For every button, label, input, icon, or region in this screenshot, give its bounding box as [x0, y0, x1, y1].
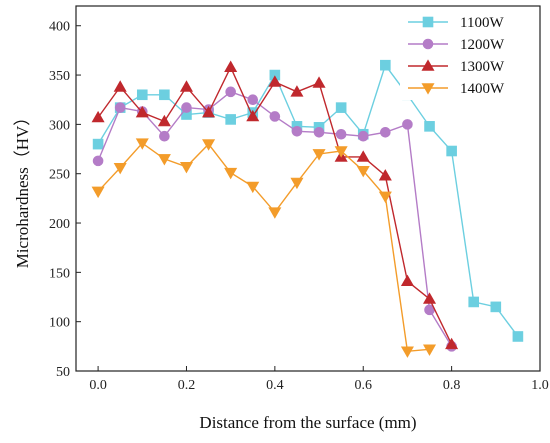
legend-item: 1300W — [408, 59, 505, 75]
series-1300w — [91, 60, 459, 350]
data-point — [114, 102, 126, 113]
legend-marker — [422, 16, 434, 28]
series-line — [97, 65, 453, 345]
data-point — [135, 105, 149, 118]
data-point — [91, 186, 105, 199]
x-tick-label: 1.0 — [531, 378, 549, 393]
data-point — [179, 80, 193, 92]
x-tick-label: 0.4 — [266, 378, 284, 393]
data-point — [224, 167, 238, 180]
legend-marker — [421, 59, 435, 71]
legend-item: 1400W — [408, 81, 505, 97]
data-point — [313, 126, 325, 138]
data-point — [268, 207, 282, 219]
data-point — [335, 102, 347, 113]
legend-label: 1200W — [460, 37, 505, 53]
data-point — [334, 146, 348, 158]
data-point — [402, 119, 413, 130]
data-point — [157, 114, 171, 127]
y-tick-label: 100 — [49, 316, 70, 331]
data-point — [446, 145, 457, 157]
data-point — [290, 85, 304, 97]
data-point — [424, 121, 435, 132]
data-point — [113, 162, 127, 175]
series-line — [97, 63, 519, 337]
data-point — [378, 191, 392, 203]
data-point — [468, 296, 480, 308]
x-tick-label: 0.8 — [443, 378, 461, 393]
data-point — [202, 139, 216, 151]
data-point — [423, 344, 437, 356]
data-point — [378, 169, 392, 181]
series-1400w — [91, 138, 437, 358]
x-axis-title: Distance from the surface (mm) — [199, 413, 416, 432]
data-point — [400, 274, 414, 287]
legend-item: 1200W — [408, 37, 505, 53]
data-point — [225, 86, 236, 98]
legend: 1100W 1200W 1300W 1400W — [400, 10, 536, 100]
data-point — [113, 80, 127, 92]
data-point — [247, 94, 259, 106]
data-point — [512, 331, 524, 342]
data-point — [445, 337, 459, 350]
x-tick-label: 0.2 — [178, 378, 196, 393]
data-point — [423, 292, 437, 304]
x-tick-label: 0.6 — [354, 378, 372, 393]
legend-label: 1100W — [460, 15, 504, 31]
y-tick-label: 300 — [49, 118, 70, 133]
plot-frame — [75, 5, 541, 372]
data-point — [400, 346, 414, 358]
data-point — [157, 154, 171, 166]
y-tick-label: 150 — [49, 266, 70, 281]
data-point — [92, 138, 104, 150]
data-point — [269, 111, 281, 122]
data-point — [179, 161, 193, 174]
data-point — [181, 102, 192, 113]
data-point — [246, 181, 260, 194]
series-1100w — [92, 59, 524, 342]
data-point — [357, 130, 369, 142]
y-tick-label: 200 — [49, 217, 70, 232]
data-point — [159, 130, 170, 142]
data-point — [380, 59, 391, 71]
data-point — [291, 125, 303, 137]
data-point — [246, 109, 260, 122]
y-tick-label: 350 — [49, 69, 70, 84]
series-layer — [91, 59, 524, 358]
data-point — [136, 89, 148, 101]
data-point — [356, 165, 370, 178]
data-point — [312, 76, 326, 88]
data-point — [224, 60, 238, 72]
data-point — [91, 110, 105, 123]
y-tick-label: 250 — [49, 168, 70, 183]
data-point — [202, 105, 216, 118]
x-tick-label: 0.0 — [89, 378, 107, 393]
data-point — [356, 150, 370, 162]
axis-ticks: 0.0 0.2 0.4 0.6 0.8 1.0 50 100 150 200 250 300 350 40… — [49, 20, 549, 393]
legend-marker — [421, 83, 435, 95]
data-point — [335, 128, 347, 140]
data-point — [490, 301, 502, 313]
y-tick-label: 400 — [49, 20, 70, 35]
legend-item: 1100W — [408, 15, 504, 31]
data-point — [92, 155, 104, 167]
series-line — [97, 142, 430, 353]
data-point — [380, 126, 391, 138]
data-point — [135, 138, 149, 150]
series-line — [97, 91, 453, 347]
data-point — [159, 89, 170, 101]
data-point — [225, 114, 236, 125]
data-point — [268, 75, 282, 87]
y-tick-label: 50 — [56, 365, 70, 380]
data-point — [312, 149, 326, 161]
legend-label: 1300W — [460, 59, 505, 75]
legend-label: 1400W — [460, 81, 505, 97]
data-point — [290, 177, 304, 190]
legend-marker — [422, 38, 434, 50]
y-axis-title: Microhardness（HV） — [13, 109, 32, 269]
